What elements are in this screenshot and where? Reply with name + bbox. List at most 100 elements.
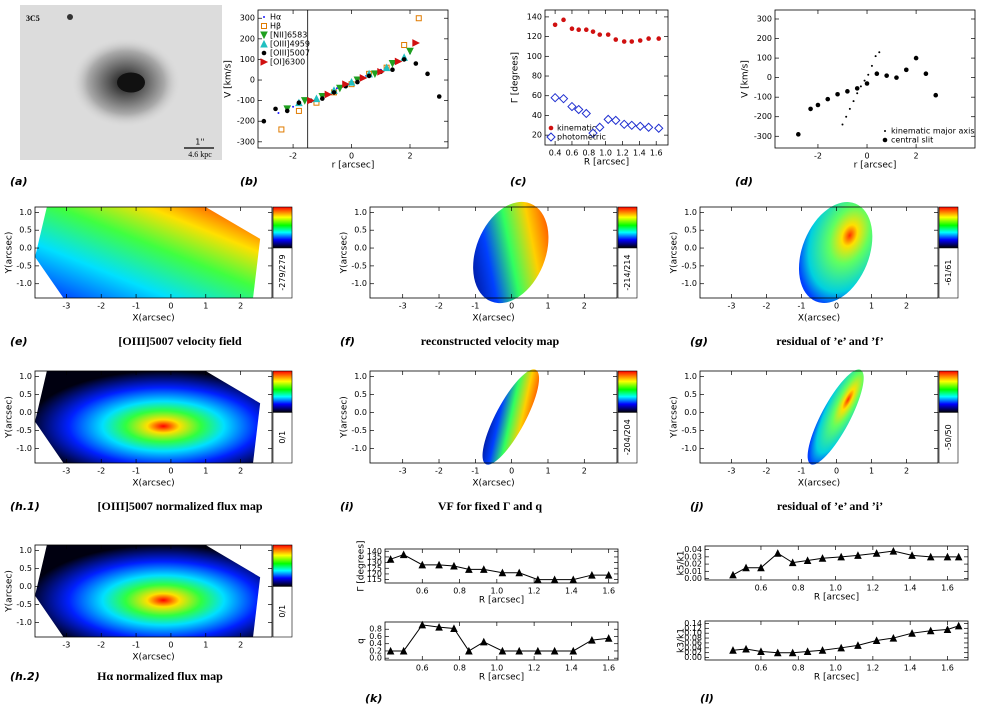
legend-marker (261, 50, 267, 56)
data-point (635, 121, 645, 131)
x-tick-label: 1 (869, 302, 874, 311)
x-axis-label: r [arcsec] (332, 161, 375, 171)
x-tick-label: 1.4 (904, 664, 917, 673)
x-tick-label: 1 (545, 302, 550, 311)
data-point (300, 97, 309, 105)
y-tick-label: 115 (367, 575, 382, 584)
data-point (412, 39, 420, 47)
scale-physical: 4.6 kpc (188, 150, 212, 159)
colorbar-label-box (938, 247, 959, 299)
data-point (874, 71, 880, 77)
data-point (569, 646, 578, 655)
data-point (465, 565, 473, 573)
x-tick-label: 0.4 (549, 149, 562, 158)
panel-label: (f) (340, 335, 355, 348)
object-name: 3C5 (26, 14, 40, 23)
x-axis-label: R [arcsec] (479, 596, 524, 606)
y-axis-label: k5/k1 (677, 551, 687, 576)
y-tick-label: -0.5 (16, 261, 32, 270)
x-tick-label: 0 (834, 467, 839, 476)
y-tick-label: 0.02 (684, 560, 702, 569)
y-tick-label: 0.5 (19, 226, 32, 235)
y-tick-label: 135 (367, 552, 382, 561)
plot-frame (774, 9, 976, 149)
y-tick-label: 0.8 (369, 625, 382, 634)
y-tick-label: 0.03 (684, 552, 702, 561)
x-tick-label: -2 (763, 467, 771, 476)
data-point (654, 123, 664, 133)
y-axis-label: Y(arcsec) (670, 396, 680, 439)
data-point (773, 648, 782, 657)
y-axis-label: V [km/s] (224, 60, 234, 98)
data-point (926, 552, 935, 561)
x-axis-label: X(arcsec) (132, 653, 174, 663)
data-point (418, 560, 427, 569)
data-point (943, 625, 952, 634)
plot-frame (384, 621, 619, 661)
colorbar-label-box (617, 412, 638, 464)
y-tick-label: 0.01 (684, 567, 702, 576)
colorbar (938, 206, 959, 249)
x-tick-label: 2 (582, 302, 587, 311)
data-point (894, 75, 899, 80)
data-point (815, 102, 821, 108)
data-point (347, 77, 356, 86)
x-tick-label: 2 (904, 467, 909, 476)
colorbar-label: -61/61 (944, 260, 953, 286)
x-tick-label: -1 (132, 302, 140, 311)
x-tick-label: 0 (168, 641, 173, 650)
legend-label: [OIII]4959 (270, 40, 310, 49)
plot-frame (257, 9, 449, 149)
x-tick-label: -1 (798, 302, 806, 311)
data-point (567, 101, 577, 112)
y-tick-label: 300 (757, 14, 772, 23)
y-axis-label: Y(arcsec) (5, 232, 15, 275)
data-point (324, 90, 333, 99)
y-tick-label: 0.12 (684, 624, 702, 633)
data-point (848, 107, 851, 110)
x-axis-label: R [arcsec] (584, 158, 629, 168)
data-point (788, 558, 797, 567)
y-tick-label: 300 (240, 14, 255, 23)
y-tick-label: 0 (250, 76, 255, 85)
data-point (401, 57, 407, 62)
x-tick-label: 1.6 (650, 149, 663, 158)
data-line (732, 550, 959, 576)
legend-marker (263, 16, 265, 18)
data-point (613, 37, 619, 42)
data-point (336, 84, 344, 93)
data-point (342, 80, 350, 88)
data-point (757, 563, 765, 572)
x-tick-label: 1.6 (602, 664, 615, 673)
x-tick-label: 0.6 (416, 587, 429, 596)
data-point (390, 67, 395, 73)
y-tick-label: 20 (532, 131, 542, 140)
x-tick-label: 0.6 (416, 664, 429, 673)
legend-label: [OIII]5007 (270, 49, 310, 58)
y-tick-label: 1.0 (354, 208, 367, 217)
x-tick-label: 2 (238, 641, 243, 650)
x-tick-label: 0 (509, 467, 514, 476)
x-tick-label: 1.0 (490, 664, 503, 673)
data-point (590, 29, 596, 34)
data-point (388, 60, 397, 68)
map-image (807, 369, 864, 465)
data-point (386, 555, 395, 563)
data-point (872, 636, 881, 644)
data-point (627, 120, 637, 130)
y-tick-label: 1.0 (684, 372, 697, 381)
panel-label: (a) (10, 175, 27, 188)
x-tick-label: 1 (869, 467, 874, 476)
y-tick-label: -200 (237, 117, 255, 126)
y-tick-label: -1.0 (681, 279, 697, 288)
colorbar-label: -204/204 (623, 419, 632, 455)
y-tick-label: 0.14 (684, 619, 702, 628)
x-tick-label: 0 (864, 152, 869, 161)
colorbar-label: -214/214 (623, 254, 632, 290)
data-point (908, 551, 916, 559)
y-tick-label: -300 (237, 137, 255, 146)
legend-marker (884, 130, 886, 132)
panel-caption: residual of ’e’ and ’i’ (777, 499, 883, 513)
x-tick-label: 1.0 (829, 584, 842, 593)
y-tick-label: 0.0 (19, 582, 32, 591)
